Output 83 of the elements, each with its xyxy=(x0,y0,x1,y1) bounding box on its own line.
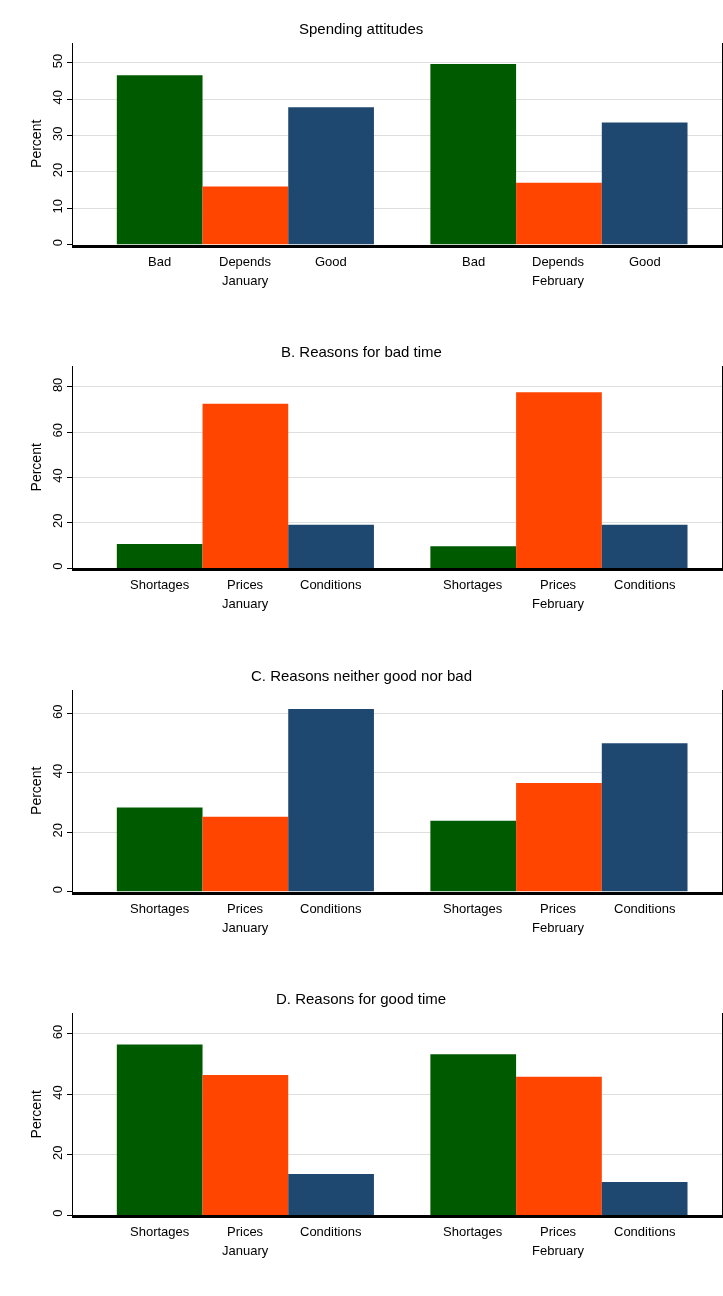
y-tick-label: 20 xyxy=(49,823,65,838)
x-tick-label: January xyxy=(222,1243,269,1258)
text: Shortages xyxy=(443,901,503,916)
y-axis-title: Percent xyxy=(28,766,45,815)
bar xyxy=(288,1174,374,1216)
y-tick-label: 0 xyxy=(49,239,65,247)
y-tick-label: 0 xyxy=(49,886,65,894)
y-axis-title: Percent xyxy=(28,119,45,168)
y-tick-label: 20 xyxy=(49,513,65,529)
text: Conditions xyxy=(614,901,676,916)
bar xyxy=(601,122,688,245)
x-tick-label: January xyxy=(222,596,269,611)
text: Bad xyxy=(462,254,486,269)
x-tick-label: January xyxy=(222,920,269,935)
bar xyxy=(430,546,517,569)
bar xyxy=(288,708,374,892)
bar xyxy=(430,64,517,245)
y-tick-label: 60 xyxy=(49,1024,65,1040)
series-label: Conditions xyxy=(300,1224,362,1239)
y-tick-label: 40 xyxy=(49,1085,65,1100)
text: Shortages xyxy=(443,1224,503,1239)
series-label: Prices xyxy=(227,577,264,592)
bar xyxy=(601,1181,688,1216)
bar xyxy=(430,1054,517,1216)
series-label: Good xyxy=(315,254,347,269)
series-label: Conditions xyxy=(300,901,362,916)
bar xyxy=(288,524,374,569)
y-tick-label: 20 xyxy=(49,1145,65,1161)
bar xyxy=(601,743,688,892)
y-tick-label: 10 xyxy=(49,199,65,214)
bar xyxy=(202,816,289,892)
y-tick-label: 40 xyxy=(49,763,65,779)
y-tick-label: 30 xyxy=(49,126,65,141)
x-tick-label: February xyxy=(532,1243,585,1258)
series-label: Prices xyxy=(227,1224,264,1239)
text: Shortages xyxy=(443,577,503,592)
series-label: Shortages xyxy=(130,901,190,916)
y-tick-label: 0 xyxy=(49,1209,65,1217)
bar xyxy=(430,820,517,892)
y-tick-label: 20 xyxy=(49,162,65,178)
x-tick-label: January xyxy=(222,273,269,288)
bar xyxy=(516,783,602,892)
bar xyxy=(116,807,203,892)
bar xyxy=(116,544,203,569)
series-label: Bad xyxy=(148,254,172,269)
y-tick-label: 0 xyxy=(49,562,65,570)
text: Prices xyxy=(540,1224,577,1239)
series-label: Prices xyxy=(227,901,264,916)
chart-title: C. Reasons neither good nor bad xyxy=(251,667,472,684)
y-tick-label: 80 xyxy=(49,377,65,393)
x-tick-label: February xyxy=(532,920,585,935)
text: Prices xyxy=(540,577,577,592)
y-tick-label: 60 xyxy=(49,422,65,438)
series-label: Shortages xyxy=(130,1224,190,1239)
bar xyxy=(202,403,289,569)
text: Prices xyxy=(540,901,577,916)
text: Depends xyxy=(532,254,585,269)
bar xyxy=(202,1075,289,1216)
y-axis-title: Percent xyxy=(28,1090,45,1139)
y-tick-label: 60 xyxy=(49,704,65,719)
chart-title: B. Reasons for bad time xyxy=(281,343,442,360)
chart-title: D. Reasons for good time xyxy=(276,990,447,1007)
y-axis-title: Percent xyxy=(28,443,45,492)
x-tick-label: February xyxy=(532,596,585,611)
text: Conditions xyxy=(614,577,676,592)
y-tick-label: 50 xyxy=(49,53,65,69)
text: Conditions xyxy=(614,1224,676,1239)
bar xyxy=(516,1076,602,1216)
series-label: Conditions xyxy=(300,577,362,592)
bar xyxy=(116,75,203,245)
x-tick-label: February xyxy=(532,273,585,288)
bar xyxy=(202,186,289,245)
bar xyxy=(516,182,602,245)
bar xyxy=(288,107,374,245)
bar xyxy=(601,524,688,569)
bar xyxy=(516,392,602,569)
series-label: Depends xyxy=(219,254,272,269)
y-tick-label: 40 xyxy=(49,468,65,483)
y-tick-label: 40 xyxy=(49,90,65,105)
series-label: Shortages xyxy=(130,577,190,592)
text: Good xyxy=(629,254,661,269)
bar xyxy=(116,1044,203,1216)
chart-title: Spending attitudes xyxy=(299,20,424,37)
